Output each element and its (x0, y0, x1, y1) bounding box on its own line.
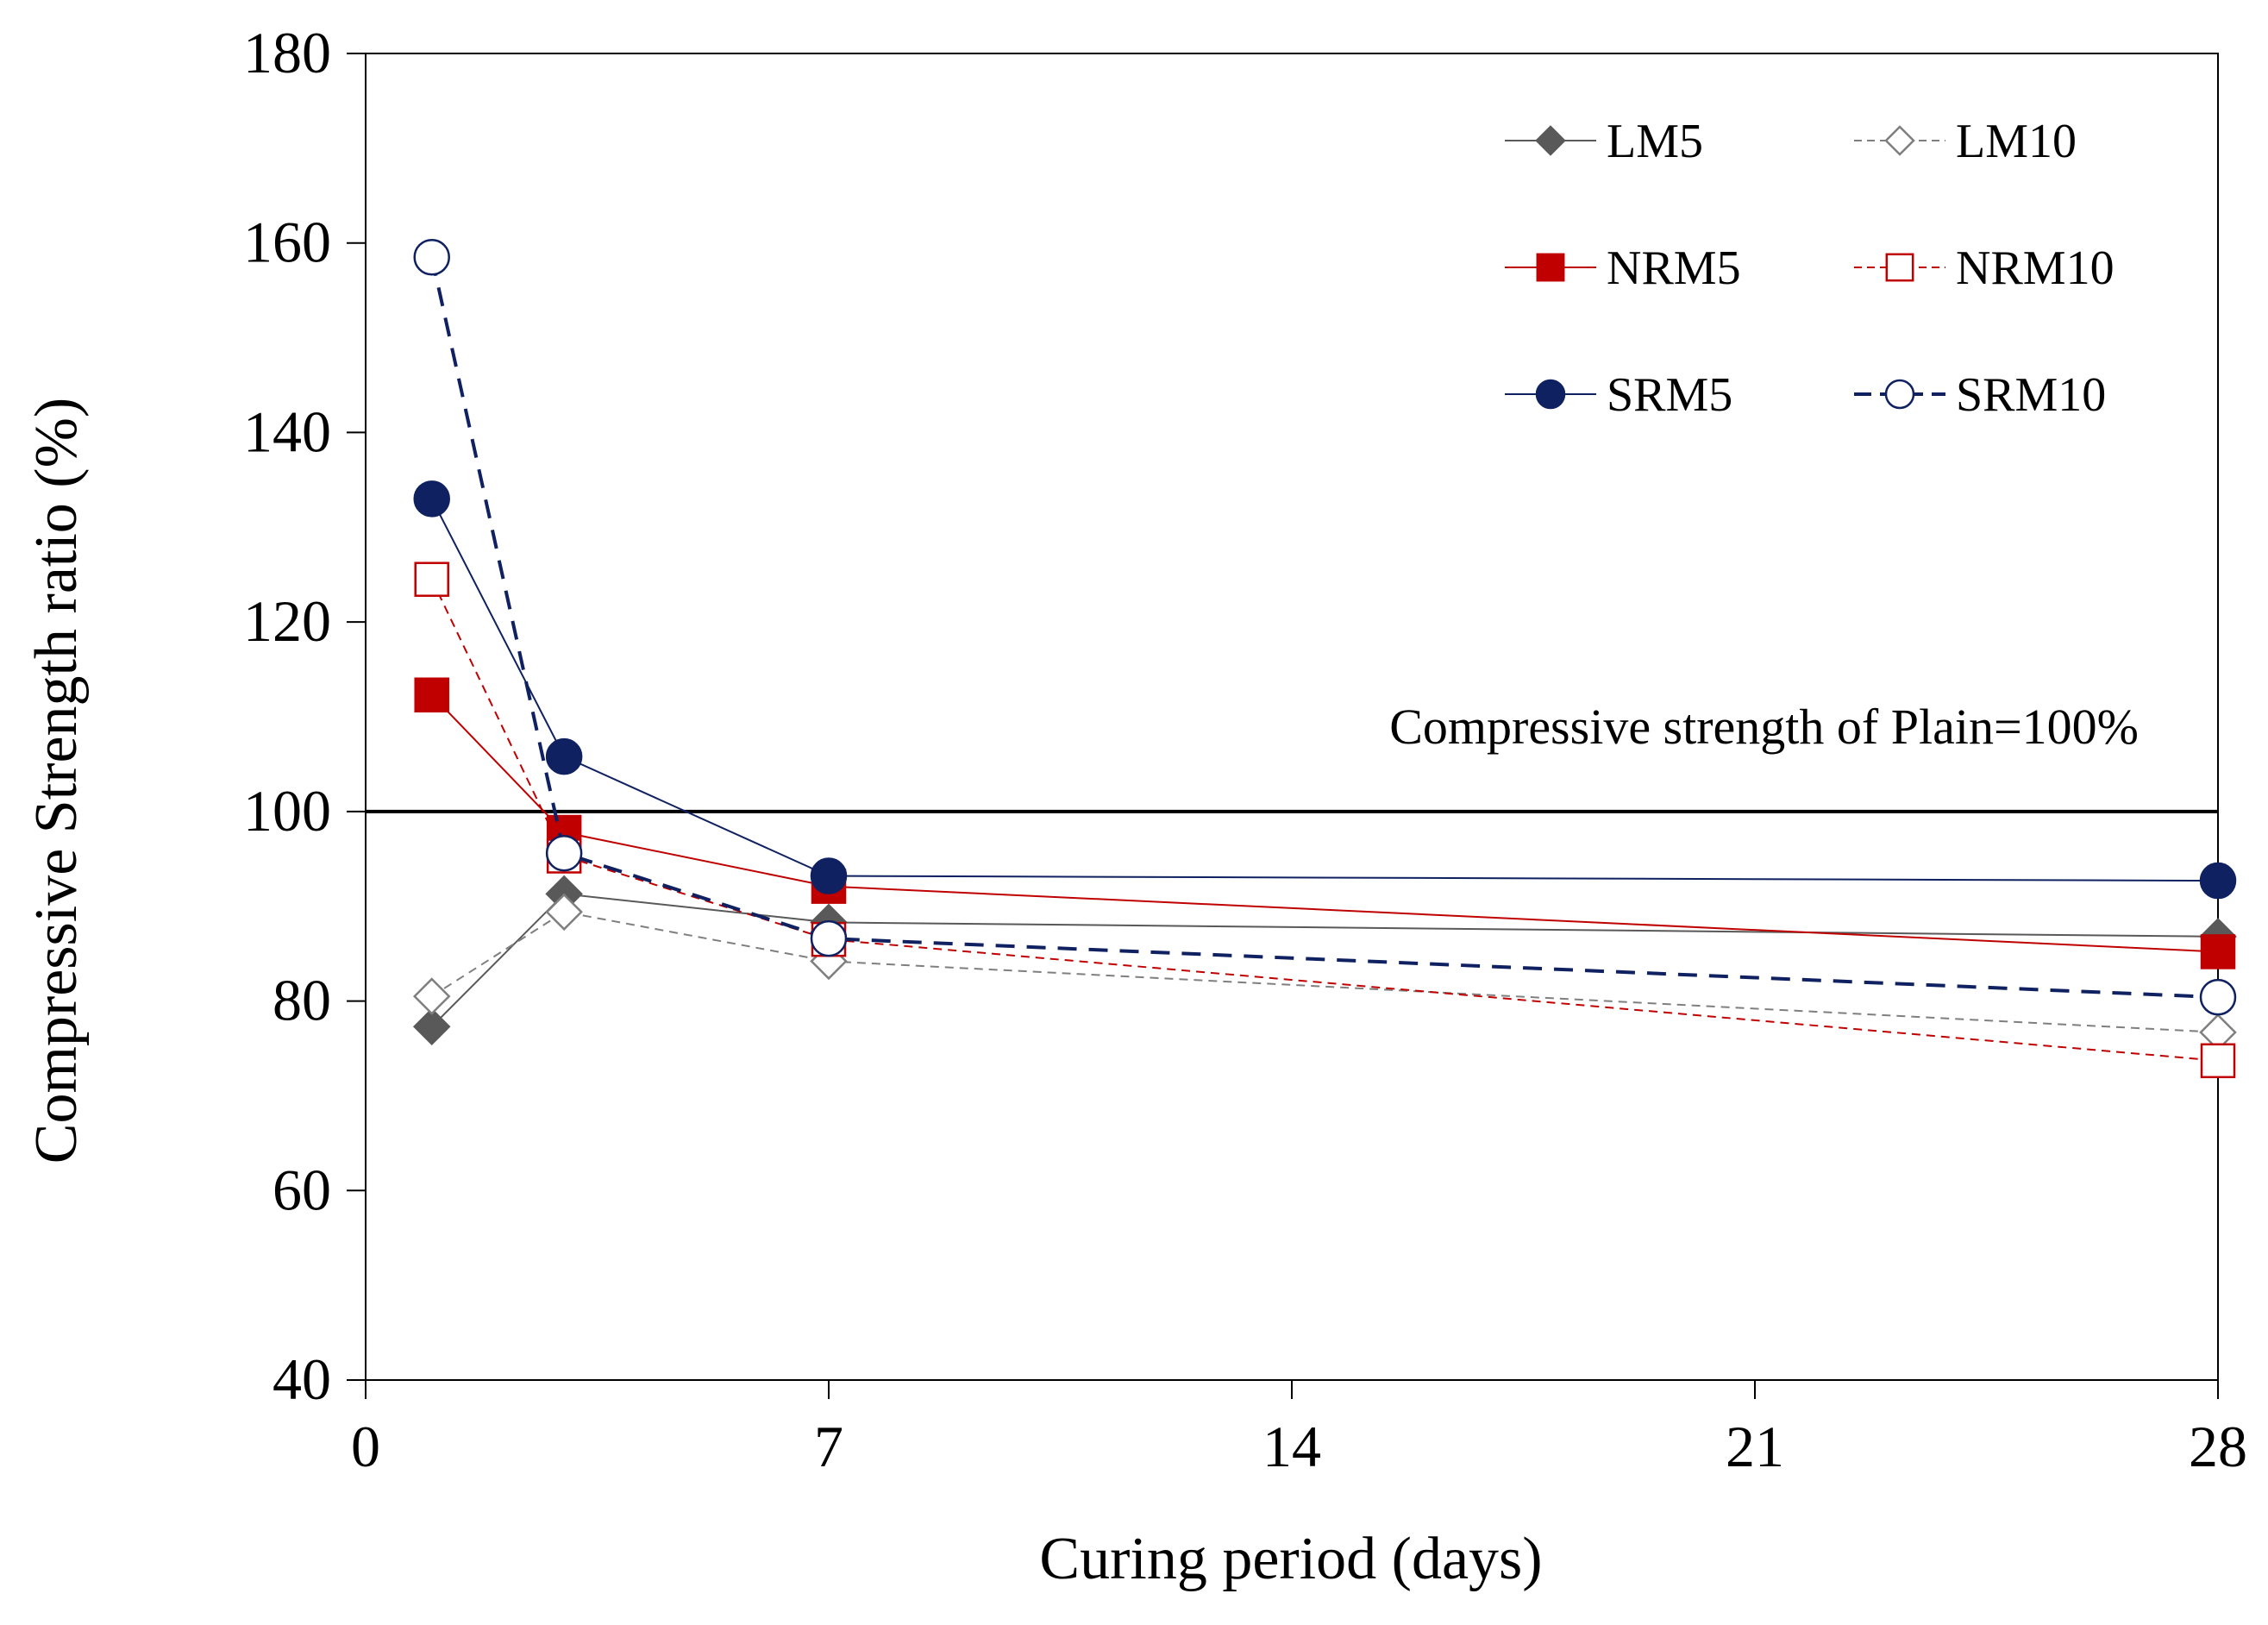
data-point-srm5 (2199, 862, 2237, 900)
data-point-srm10 (545, 834, 583, 872)
reference-line-label: Compressive strength of Plain=100% (1389, 699, 2139, 755)
data-point-srm5 (413, 480, 450, 518)
data-point-nrm5 (2200, 934, 2236, 969)
legend-item-srm5: SRM5 (1505, 368, 1732, 422)
series-line-srm10 (429, 256, 2219, 1000)
x-tick-label: 7 (814, 1414, 843, 1479)
data-point-lm10 (412, 977, 451, 1015)
series-srm10 (413, 238, 2237, 1016)
legend-item-nrm10: NRM10 (1854, 242, 2115, 295)
y-tick-label: 140 (243, 398, 331, 464)
x-tick-label: 0 (351, 1414, 380, 1479)
legend-item-lm5: LM5 (1505, 115, 1703, 168)
y-tick-label: 160 (243, 210, 331, 275)
legend-marker-srm10 (1884, 379, 1915, 410)
series-srm5 (413, 480, 2237, 900)
y-tick-label: 180 (243, 20, 331, 85)
series-nrm10 (414, 562, 2236, 1079)
series-line-lm10 (431, 911, 2219, 1033)
x-tick-label: 14 (1262, 1414, 1321, 1479)
legend-marker-lm5 (1535, 125, 1566, 156)
series-line-srm5 (430, 498, 2219, 882)
legend-marker-nrm10 (1885, 253, 1914, 282)
data-point-srm5 (810, 857, 848, 894)
y-tick-label: 100 (243, 778, 331, 844)
y-tick-label: 40 (273, 1346, 331, 1412)
series-lm10 (412, 893, 2237, 1051)
legend-label-nrm10: NRM10 (1956, 242, 2115, 295)
y-tick-label: 120 (243, 588, 331, 654)
y-axis-title: Compressive Strength ratio (%) (23, 398, 90, 1164)
data-point-nrm10 (2200, 1043, 2236, 1079)
y-tick-label: 80 (273, 968, 331, 1033)
y-tick-label: 60 (273, 1157, 331, 1222)
legend-marker-nrm5 (1536, 253, 1565, 282)
legend-label-lm5: LM5 (1607, 115, 1703, 168)
data-point-srm10 (810, 919, 848, 957)
axes-group: 40 60 80 100 120 140 160 180 0 7 14 21 28 (243, 20, 2247, 1479)
legend-item-lm10: LM10 (1854, 115, 2077, 168)
x-tick-label: 28 (2189, 1414, 2247, 1479)
legend-label-lm10: LM10 (1956, 115, 2077, 168)
legend-marker-lm10 (1884, 125, 1915, 156)
legend-item-nrm5: NRM5 (1505, 242, 1741, 295)
series-line-nrm5 (430, 694, 2219, 953)
legend-label-nrm5: NRM5 (1607, 242, 1741, 295)
series-line-nrm10 (430, 579, 2219, 1062)
data-point-srm10 (413, 238, 450, 276)
data-point-lm10 (545, 893, 583, 932)
series-group (412, 238, 2237, 1079)
legend-label-srm5: SRM5 (1607, 368, 1732, 422)
series-line-lm5 (431, 893, 2219, 1027)
data-point-nrm5 (414, 677, 449, 712)
x-axis-title: Curing period (days) (1039, 1526, 1542, 1592)
legend: LM5 LM10 NRM5 NRM10 SRM5 SRM10 (1505, 115, 2115, 422)
legend-label-srm10: SRM10 (1956, 368, 2106, 422)
legend-item-srm10: SRM10 (1854, 368, 2106, 422)
data-point-lm5 (412, 1007, 451, 1046)
data-point-srm10 (2199, 978, 2237, 1016)
x-tick-label: 21 (1726, 1414, 1784, 1479)
legend-marker-srm5 (1535, 379, 1566, 410)
data-point-srm5 (545, 737, 583, 775)
data-point-nrm10 (414, 562, 449, 597)
